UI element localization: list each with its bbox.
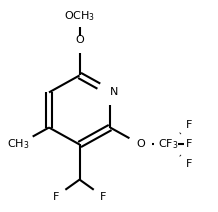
Text: F: F xyxy=(53,192,59,202)
Text: N: N xyxy=(110,87,119,97)
Text: F: F xyxy=(186,120,192,130)
Text: F: F xyxy=(100,192,107,202)
Text: O: O xyxy=(136,139,145,149)
Text: OCH$_3$: OCH$_3$ xyxy=(64,10,95,24)
Text: F: F xyxy=(186,139,192,149)
Text: CH$_3$: CH$_3$ xyxy=(7,138,30,151)
Text: CF$_3$: CF$_3$ xyxy=(158,138,178,151)
Text: F: F xyxy=(186,159,192,169)
Text: O: O xyxy=(75,35,84,45)
